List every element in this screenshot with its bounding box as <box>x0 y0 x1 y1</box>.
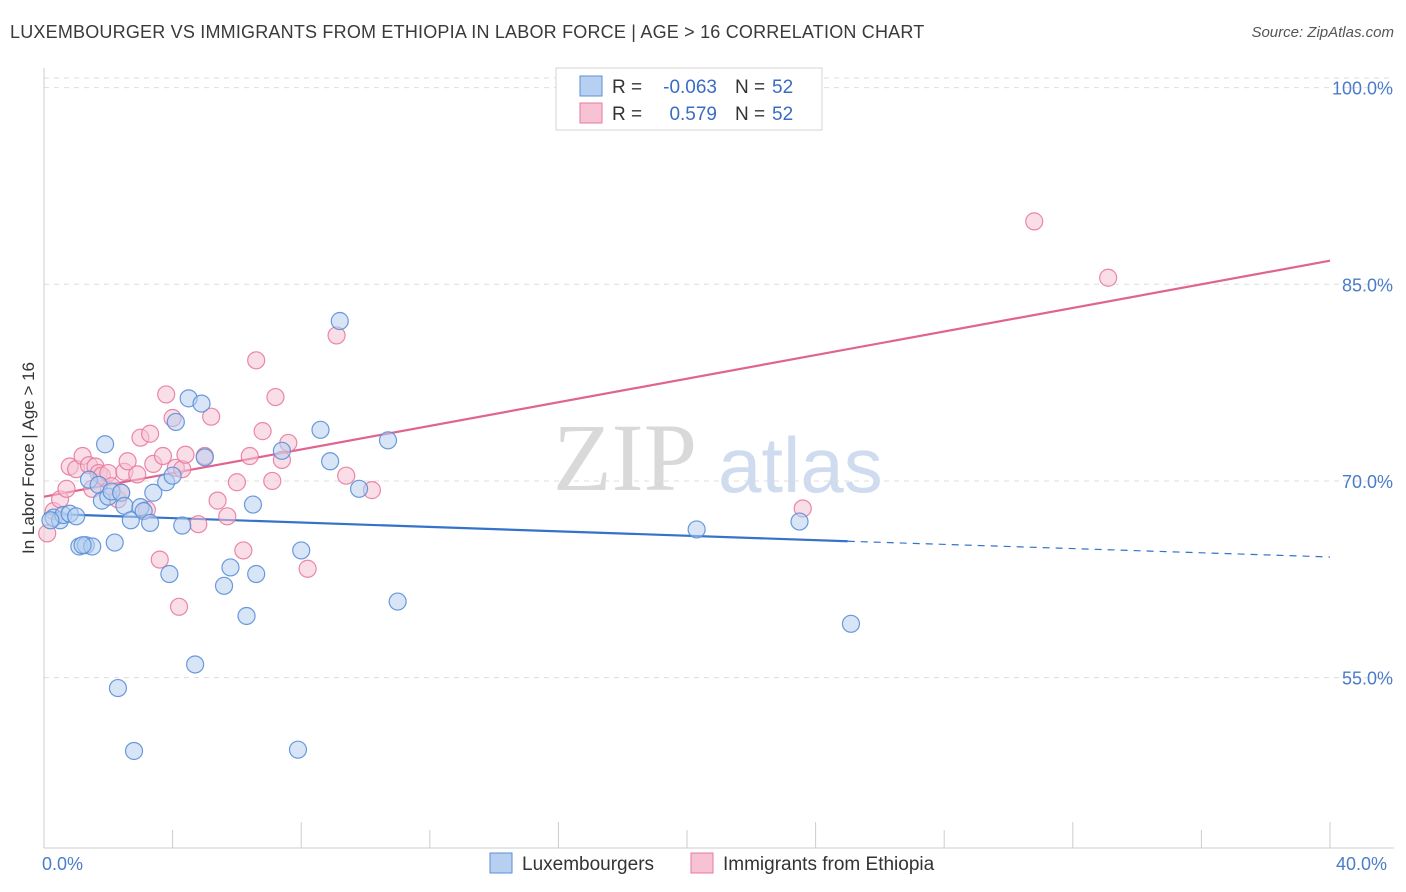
luxembourgers-point-39 <box>288 740 308 759</box>
x-tick-label-max: 40.0% <box>1336 854 1387 874</box>
ethiopia-point-18 <box>128 465 147 484</box>
luxembourgers-point-51 <box>73 536 92 555</box>
luxembourgers-point-25 <box>160 564 179 584</box>
luxembourgers-point-32 <box>195 448 214 467</box>
ethiopia-point-38 <box>240 446 259 466</box>
luxembourgers-point-31 <box>192 394 211 413</box>
legend-swatch-pink <box>579 102 603 124</box>
bottom-legend-swatch-blue <box>489 852 513 874</box>
ethiopia-point-17 <box>118 452 137 471</box>
luxembourgers-point-14 <box>105 533 124 552</box>
legend-r-value-2: 0.579 <box>669 104 717 125</box>
ethiopia-point-41 <box>263 471 282 491</box>
ethiopia-point-34 <box>208 491 227 510</box>
ethiopia-point-35 <box>218 507 237 526</box>
ethiopia-point-45 <box>298 559 317 578</box>
ethiopia-point-24 <box>153 446 173 466</box>
watermark-zip: ZIP <box>553 404 697 511</box>
ethiopia-point-36 <box>227 473 246 492</box>
luxembourgers-point-41 <box>311 420 330 439</box>
ethiopia-point-3 <box>57 479 76 498</box>
luxembourgers-point-47 <box>687 520 706 539</box>
legend-r-label-1: R = <box>612 77 642 98</box>
ethiopia-point-50 <box>1025 212 1044 231</box>
legend-n-label-1: N = <box>735 77 765 98</box>
trend-line-luxembourgers-extension <box>847 540 1331 558</box>
luxembourgers-point-27 <box>166 412 185 432</box>
luxembourgers-point-43 <box>330 311 349 331</box>
ethiopia-point-37 <box>234 541 253 560</box>
luxembourgers-point-11 <box>95 435 115 454</box>
legend-n-label-2: N = <box>735 104 765 125</box>
trend-line-luxembourgers <box>43 512 848 543</box>
luxembourgers-point-49 <box>841 614 861 633</box>
luxembourgers-point-46 <box>388 592 407 611</box>
ethiopia-point-51 <box>1099 268 1118 287</box>
gridlines <box>44 77 1394 679</box>
correlation-legend: R = -0.063 N = 52 R = 0.579 N = 52 <box>555 67 823 131</box>
ethiopia-point-42 <box>266 387 285 407</box>
x-tick-label-min: 0.0% <box>42 854 83 874</box>
bottom-legend-label-ethiopia: Immigrants from Ethiopia <box>723 854 935 875</box>
ethiopia-point-47 <box>337 466 356 485</box>
series-legend: Luxembourgers Immigrants from Ethiopia <box>489 852 935 875</box>
luxembourgers-point-18 <box>121 511 140 530</box>
ethiopia-point-39 <box>247 351 266 370</box>
luxembourgers-point-42 <box>321 452 340 471</box>
luxembourgers-point-35 <box>237 606 256 626</box>
bottom-legend-swatch-pink <box>690 852 714 874</box>
legend-r-label-2: R = <box>612 104 642 125</box>
luxembourgers-point-19 <box>124 741 144 761</box>
ethiopia-point-23 <box>150 550 169 569</box>
luxembourgers-point-23 <box>144 483 163 502</box>
luxembourgers-point-26 <box>163 466 182 485</box>
legend-swatch-blue <box>579 75 603 97</box>
watermark-atlas: atlas <box>718 421 883 509</box>
series-luxembourgers <box>41 311 861 761</box>
ethiopia-point-31 <box>189 515 208 534</box>
luxembourgers-point-22 <box>140 513 160 532</box>
luxembourgers-point-36 <box>243 495 263 514</box>
luxembourgers-point-40 <box>292 541 311 560</box>
ethiopia-point-25 <box>157 385 176 404</box>
ethiopia-point-28 <box>169 597 189 616</box>
luxembourgers-point-38 <box>272 441 292 460</box>
luxembourgers-point-28 <box>173 516 192 535</box>
y-tick-label-3: 100.0% <box>1332 79 1393 99</box>
y-tick-label-1: 70.0% <box>1342 472 1393 492</box>
luxembourgers-point-50 <box>41 511 60 530</box>
luxembourgers-point-44 <box>349 479 369 498</box>
chart-source: Source: ZipAtlas.com <box>1251 24 1394 41</box>
luxembourgers-point-30 <box>186 655 205 674</box>
y-tick-labels: 55.0% 70.0% 85.0% 100.0% <box>1332 79 1393 689</box>
luxembourgers-point-37 <box>247 564 266 584</box>
ethiopia-point-21 <box>140 424 160 443</box>
luxembourgers-point-45 <box>378 431 398 450</box>
y-tick-label-2: 85.0% <box>1342 275 1393 295</box>
y-tick-label-0: 55.0% <box>1342 669 1393 689</box>
luxembourgers-point-33 <box>214 576 234 595</box>
y-axis-label: In Labor Force | Age > 16 <box>19 362 38 554</box>
legend-n-value-2: 52 <box>772 104 793 125</box>
legend-n-value-1: 52 <box>772 77 793 98</box>
ethiopia-point-30 <box>176 445 195 464</box>
luxembourgers-point-4 <box>67 507 86 526</box>
bottom-legend-label-luxembourgers: Luxembourgers <box>522 854 654 875</box>
luxembourgers-point-48 <box>790 512 809 531</box>
luxembourgers-point-15 <box>108 678 128 698</box>
ethiopia-point-40 <box>253 422 272 441</box>
legend-r-value-1: -0.063 <box>663 77 717 98</box>
axes <box>43 68 1394 849</box>
ethiopia-point-33 <box>202 407 221 426</box>
luxembourgers-point-34 <box>221 558 240 577</box>
chart-title: LUXEMBOURGER VS IMMIGRANTS FROM ETHIOPIA… <box>10 22 925 42</box>
